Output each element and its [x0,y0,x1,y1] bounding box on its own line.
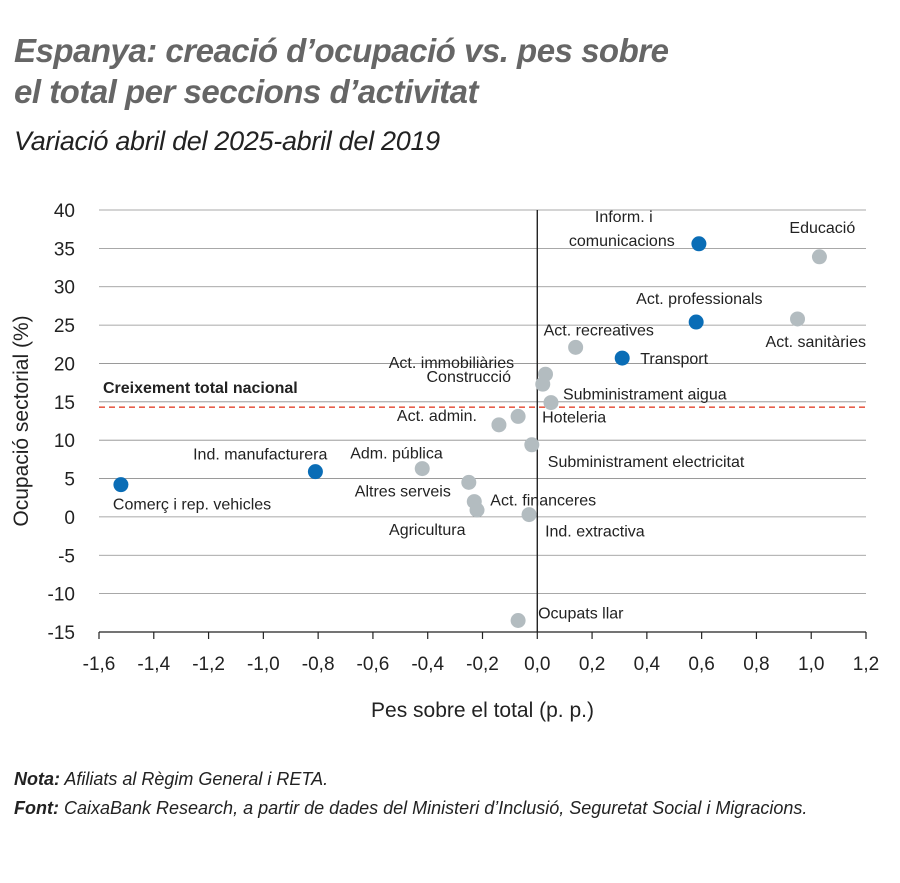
y-tick-label: 20 [54,354,75,375]
x-tick-label: -1,6 [83,654,116,675]
data-point-label: Educació [789,220,855,237]
y-tick-label: -5 [58,546,75,567]
data-point [543,395,559,411]
data-point-label: Agricultura [389,522,466,539]
data-point-label: comunicacions [569,233,675,250]
data-point-label: Ind. extractiva [545,524,645,541]
y-tick-label: -10 [48,585,75,606]
data-point-label: Hoteleria [542,409,606,426]
x-tick-label: -1,2 [192,654,225,675]
note-label: Nota: [14,769,60,789]
x-tick-label: -0,6 [357,654,390,675]
data-point [113,477,129,493]
data-point [307,464,323,480]
x-axis-label: Pes sobre el total (p. p.) [371,699,594,722]
source-text: CaixaBank Research, a partir de dades de… [58,798,808,818]
data-point [461,474,477,490]
reference-line-label: Creixement total nacional [103,380,298,397]
data-point-label: Ind. manufacturera [193,447,327,464]
data-point [414,461,430,477]
data-point [491,417,507,433]
y-axis-label: Ocupació sectorial (%) [10,315,33,526]
data-point-label: Adm. pública [350,446,443,463]
y-tick-label: 35 [54,239,75,260]
x-tick-label: 1,0 [798,654,824,675]
x-tick-label: -0,8 [302,654,335,675]
x-tick-label: -1,4 [137,654,170,675]
data-point [568,339,584,355]
data-point-label: Inform. i [595,209,653,226]
chart-subtitle: Variació abril del 2025-abril del 2019 [14,126,440,156]
x-tick-label: -0,2 [466,654,499,675]
data-point [614,350,630,366]
y-tick-label: 40 [54,201,75,222]
data-point [521,507,537,523]
y-tick-label: 0 [64,508,75,529]
data-point [524,437,540,453]
data-point-label: Comerç i rep. vehicles [113,497,271,514]
data-point [510,408,526,424]
data-point-label: Ocupats llar [538,605,624,622]
x-tick-label: 0,8 [743,654,769,675]
x-tick-label: 0,0 [524,654,550,675]
data-point [510,612,526,628]
note-line: Nota: Afiliats al Règim General i RETA. [14,765,874,794]
x-tick-label: 0,6 [688,654,714,675]
chart-title-line-2: el total per seccions d’activitat [14,73,479,110]
data-point-label: Transport [640,351,708,368]
data-point-label: Altres serveis [355,483,451,500]
note-text: Afiliats al Règim General i RETA. [60,769,329,789]
y-tick-label: 10 [54,431,75,452]
data-point-label: Subministrament aigua [563,387,727,404]
data-point-label: Act. financeres [490,493,596,510]
x-tick-label: -0,4 [411,654,444,675]
data-point [688,314,704,330]
x-tick-label: 0,4 [634,654,661,675]
data-point-label: Act. admin. [397,408,477,425]
data-point [790,311,806,327]
data-point [811,249,827,265]
scatter-chart: 40 35 30 25 20 15 10 5 0 -5 -10 -15 -1,6 -1,4 -1,2 -1,0… [10,201,879,722]
y-tick-label: 15 [54,393,75,414]
y-tick-label: 5 [64,470,75,491]
source-line: Font: CaixaBank Research, a partir de da… [14,794,874,823]
chart-title: Espanya: creació d’ocupació vs. pes sobr… [14,30,874,112]
y-tick-label: -15 [48,623,75,644]
source-label: Font: [14,798,59,818]
x-tick-label: 1,2 [853,654,879,675]
data-point [469,502,485,518]
data-point [691,236,707,252]
chart-notes: Nota: Afiliats al Règim General i RETA. … [14,765,874,823]
y-tick-label: 30 [54,278,75,299]
data-point-label: Act. professionals [636,291,762,308]
x-tick-label: -1,0 [247,654,280,675]
data-point-label: Act. recreatives [544,322,654,339]
y-tick-label: 25 [54,316,75,337]
data-point-label: Act. immobiliàries [389,355,514,372]
data-point [535,376,551,392]
x-tick-label: 0,2 [579,654,605,675]
chart-title-line-1: Espanya: creació d’ocupació vs. pes sobr… [14,32,669,69]
data-point-label: Act. sanitàries [766,334,866,351]
data-point-label: Subministrament electricitat [548,454,745,471]
data-point-label: Construcció [427,369,512,386]
